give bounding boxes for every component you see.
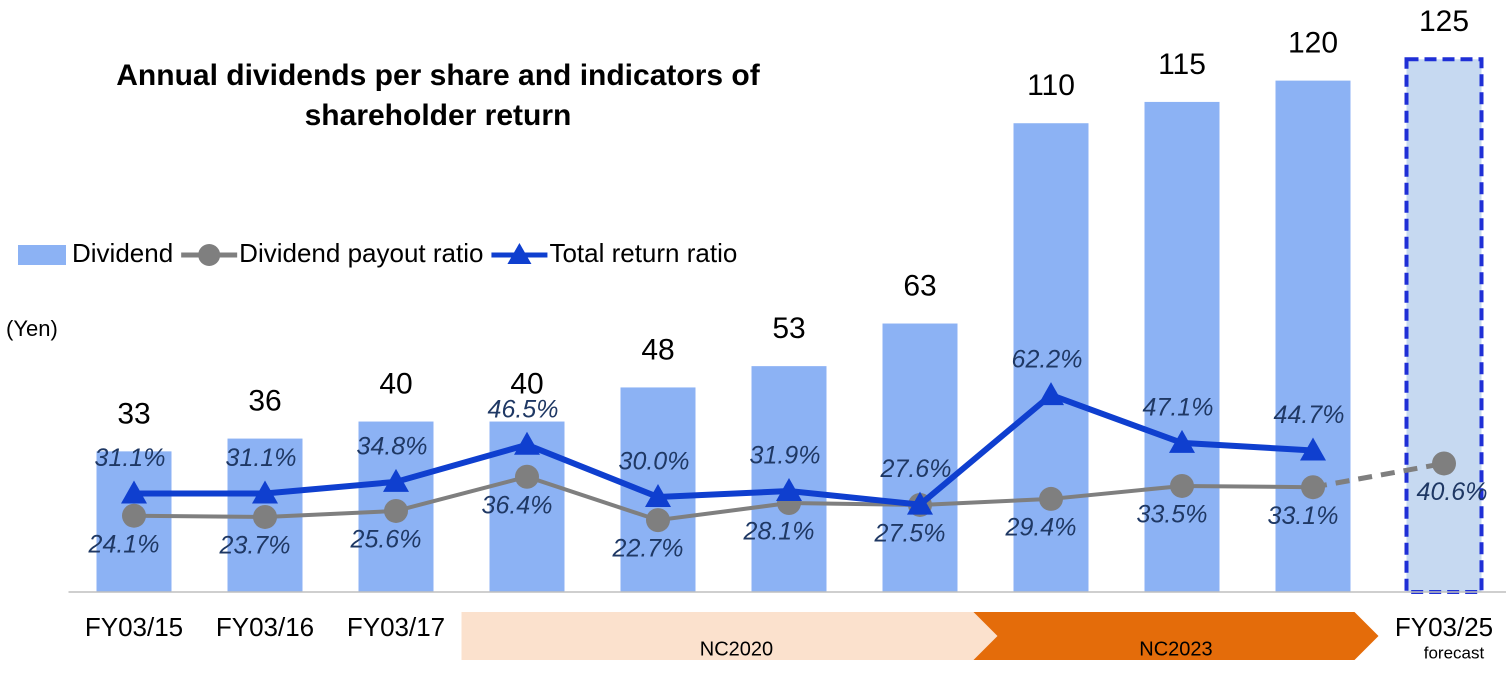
phase-arrow xyxy=(973,612,1379,660)
bar-value-label: 40 xyxy=(379,367,412,400)
data-label: 23.7% xyxy=(219,532,291,560)
bar-value-label: 36 xyxy=(248,385,281,418)
x-tick-label: FY03/16 xyxy=(216,612,314,642)
data-label: 47.1% xyxy=(1143,394,1214,422)
legend-label: Total return ratio xyxy=(549,238,737,268)
bar-value-label: 63 xyxy=(903,269,936,302)
bar-value-label: 110 xyxy=(1027,69,1075,102)
bar-value-label: 48 xyxy=(641,333,674,366)
data-label: 29.4% xyxy=(1005,514,1077,542)
data-label: 22.7% xyxy=(612,535,684,563)
marker xyxy=(122,503,146,528)
bar xyxy=(1144,101,1220,592)
marker xyxy=(514,431,540,455)
data-label: 28.1% xyxy=(743,518,815,546)
x-tick-label: FY03/15 xyxy=(85,612,183,642)
x-tick-label: FY03/17 xyxy=(347,612,445,642)
legend-swatch xyxy=(507,243,532,264)
bar-value-label: 120 xyxy=(1288,27,1338,60)
phase-label: NC2020 xyxy=(700,638,773,660)
data-label: 33.1% xyxy=(1268,502,1339,530)
forecast-label: forecast xyxy=(1424,643,1485,662)
marker xyxy=(646,508,670,533)
data-label: 31.1% xyxy=(95,444,166,472)
data-label: 25.6% xyxy=(350,526,422,554)
x-tick-label: FY03/25 xyxy=(1395,612,1493,642)
bar xyxy=(1275,80,1351,592)
data-label: 33.5% xyxy=(1137,501,1208,529)
bar-value-label: 40 xyxy=(510,367,543,400)
legend: Dividend Dividend payout ratio Total retur… xyxy=(18,238,737,268)
legend-swatch xyxy=(198,244,221,266)
data-label: 44.7% xyxy=(1274,401,1345,429)
legend-label: Dividend xyxy=(72,238,173,268)
data-label: 27.5% xyxy=(874,520,946,548)
bar xyxy=(1013,123,1089,592)
marker xyxy=(776,478,802,502)
marker xyxy=(1170,473,1194,498)
chart-title: Annual dividends per share and indicator… xyxy=(116,59,760,132)
phase-label: NC2023 xyxy=(1139,638,1212,660)
bar-value-label: 53 xyxy=(772,312,805,345)
data-label: 24.1% xyxy=(88,530,160,558)
data-label: 34.8% xyxy=(357,432,428,460)
legend-swatch xyxy=(18,245,66,265)
bar xyxy=(1404,57,1484,595)
marker xyxy=(1301,475,1325,500)
bar-value-label: 125 xyxy=(1419,5,1469,38)
marker xyxy=(515,464,539,489)
line xyxy=(133,474,1314,523)
data-label: 46.5% xyxy=(488,395,559,423)
data-label: 36.4% xyxy=(482,491,553,519)
marker xyxy=(1038,382,1064,406)
bar-value-label: 33 xyxy=(117,397,150,430)
marker xyxy=(645,484,671,508)
bar xyxy=(882,323,958,592)
bar-value-label: 115 xyxy=(1158,48,1206,81)
marker xyxy=(252,480,278,504)
data-label: 27.6% xyxy=(880,455,952,483)
marker xyxy=(253,504,277,529)
phase-arrow xyxy=(461,612,1012,660)
marker xyxy=(1039,486,1063,511)
line xyxy=(134,391,1314,508)
marker xyxy=(1432,451,1456,476)
data-label: 31.1% xyxy=(226,444,297,472)
marker xyxy=(1169,429,1195,453)
marker xyxy=(1300,437,1326,461)
marker xyxy=(383,468,409,492)
y-axis-label: (Yen) xyxy=(6,316,58,341)
data-label: 62.2% xyxy=(1012,346,1083,374)
data-label: 31.9% xyxy=(750,442,821,470)
data-label: 30.0% xyxy=(619,448,690,476)
data-label: 40.6% xyxy=(1417,478,1488,506)
marker xyxy=(907,491,933,515)
legend-label: Dividend payout ratio xyxy=(239,238,483,268)
marker xyxy=(384,498,408,523)
marker xyxy=(121,480,147,504)
